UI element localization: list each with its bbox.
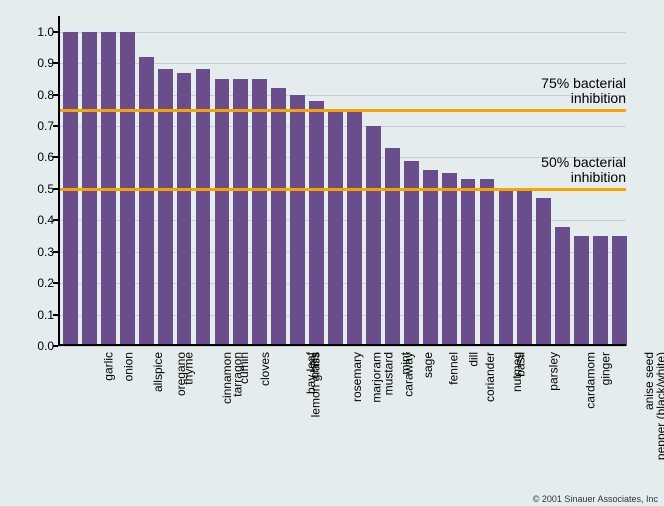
ref-line-label-2: inhibition [571,169,626,185]
x-tick-label: basil [514,352,528,377]
bar [233,79,248,346]
bar [252,79,267,346]
y-axis-line [58,16,60,346]
x-tick-label: onion [121,352,135,381]
y-tick-label: 0.9 [6,56,54,70]
gridline [58,32,626,33]
bar [271,88,286,346]
ref-line-label-2: inhibition [571,90,626,106]
y-tick-label: 0.4 [6,213,54,227]
bar [574,236,589,346]
y-tick-label: 0.0 [6,339,54,353]
reference-line-label: 50% bacterialinhibition [541,155,626,185]
bar [328,110,343,346]
x-tick-label: fennel [446,352,460,385]
y-tick-label: 1.0 [6,25,54,39]
y-tick-label: 0.2 [6,276,54,290]
x-tick-label: rosemary [350,352,364,402]
reference-line [58,109,626,112]
bar [499,189,514,346]
x-tick-label: anise seed [642,352,656,410]
reference-line-label: 75% bacterialinhibition [541,76,626,106]
y-tick-label: 0.6 [6,150,54,164]
reference-line [58,188,626,191]
bar [423,170,438,346]
y-tick-label: 0.8 [6,88,54,102]
x-tick-label: garlic [102,352,116,381]
x-tick-label: cumin [237,352,251,384]
bar [555,227,570,346]
bar [309,101,324,346]
bar [139,57,154,346]
bar [461,179,476,346]
x-tick-label: chilis [308,352,322,379]
x-tick-label: coriander [483,352,497,402]
y-tick-label: 0.5 [6,182,54,196]
bar [385,148,400,346]
chart-container: Proportion of bacteria inhibited 0.00.10… [0,0,664,506]
x-tick-label: sage [421,352,435,378]
y-tick-label: 0.1 [6,308,54,322]
bar [593,236,608,346]
x-axis-line [58,344,626,346]
bar [480,179,495,346]
ref-line-label-1: 50% bacterial [541,154,626,170]
x-tick-label: allspice [151,352,165,392]
bar [442,173,457,346]
bar [347,110,362,346]
y-tick-label: 0.3 [6,245,54,259]
x-tick-label: thyme [181,352,195,385]
x-tick-label: cardamom [584,352,598,409]
x-tick-label: ginger [598,352,612,385]
bar [177,73,192,346]
bar [290,95,305,346]
ref-line-label-1: 75% bacterial [541,75,626,91]
x-tick-label: mint [398,352,412,375]
bar [215,79,230,346]
y-tick-column: 0.00.10.20.30.40.50.60.70.80.91.0 [0,16,54,346]
gridline [58,346,626,347]
y-tick-label: 0.7 [6,119,54,133]
bar [517,189,532,346]
x-tick-label: mustard [381,352,395,395]
x-tick-label: cloves [258,352,272,386]
copyright-text: © 2001 Sinauer Associates, Inc [533,494,658,504]
x-tick-label: dill [466,352,480,367]
bar [536,198,551,346]
bar [366,126,381,346]
x-tick-label: parsley [547,352,561,391]
bar [612,236,627,346]
